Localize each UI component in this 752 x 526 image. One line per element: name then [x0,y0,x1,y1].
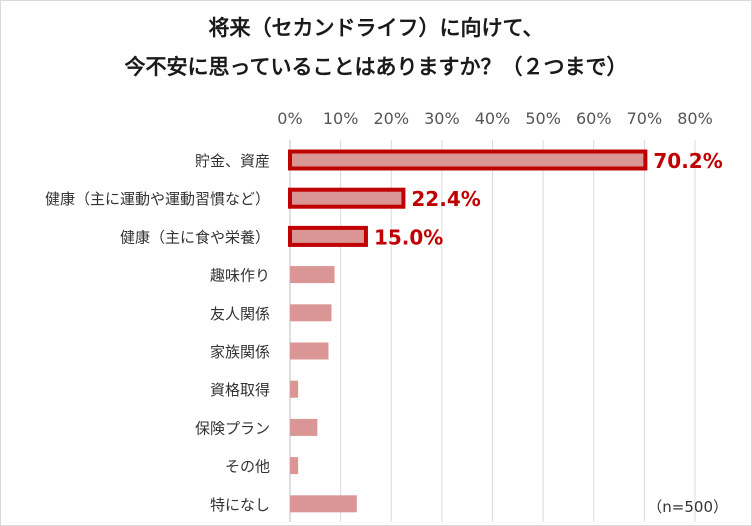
category-label: 保険プラン [195,419,270,437]
x-tick-label: 80% [677,109,713,128]
bar [290,457,299,475]
x-tick-label: 10% [323,109,359,128]
x-tick-label: 20% [373,109,409,128]
bar [290,266,335,284]
bar [288,149,648,171]
bar [290,495,357,513]
x-tick-label: 70% [627,109,663,128]
category-label: 資格取得 [210,381,270,399]
data-label: 22.4% [411,187,480,211]
category-label: 家族関係 [210,343,270,361]
chart-title-line1: 将来（セカンドライフ）に向けて、 [208,16,544,40]
x-tick-label: 0% [277,109,302,128]
bar [288,187,406,209]
data-label: 15.0% [374,225,443,249]
x-tick-label: 60% [576,109,612,128]
chart-title-line2: 今不安に思っていることはありますか？（２つまで） [124,55,628,79]
category-label: 貯金、資産 [195,152,270,170]
category-label: 特になし [210,496,270,514]
bar [290,342,329,360]
category-label: 友人関係 [210,305,270,323]
bar [290,304,332,322]
bar [290,418,318,436]
bar [288,225,368,247]
x-tick-label: 30% [424,109,460,128]
x-tick-label: 40% [475,109,511,128]
category-label: 趣味作り [210,267,270,285]
category-label: 健康（主に食や栄養） [120,228,270,246]
category-label: その他 [225,458,270,476]
sample-size-note: （n=500） [647,498,728,516]
category-label: 健康（主に運動や運動習慣など） [45,190,270,208]
bar [290,380,299,398]
x-tick-label: 50% [525,109,561,128]
data-label: 70.2% [653,149,722,173]
